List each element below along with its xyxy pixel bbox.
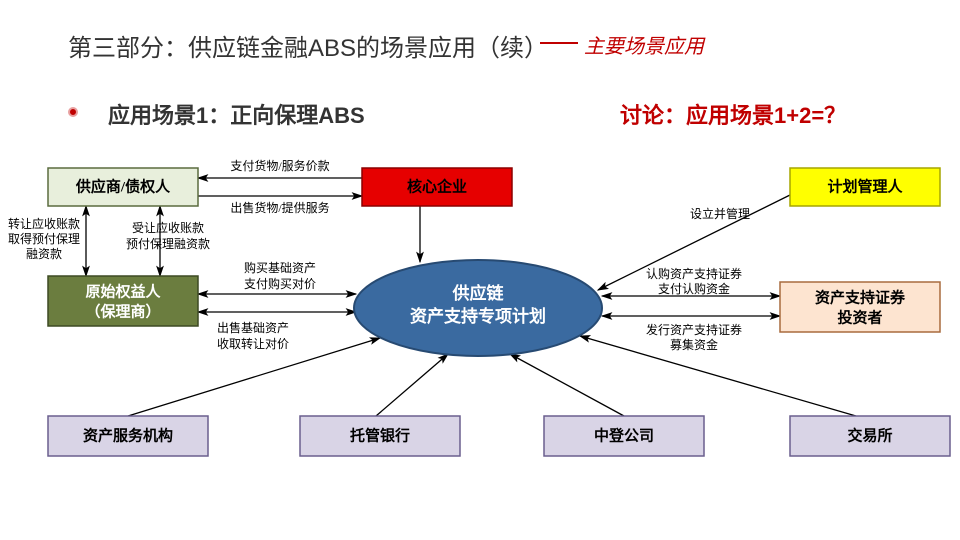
annotation: 购买基础资产 (244, 260, 316, 275)
edge-label: 设立并管理 (690, 206, 750, 221)
annotation: 融资款 (26, 247, 62, 261)
node-label: 托管银行 (350, 426, 410, 444)
annotation: 支付购买对价 (244, 276, 316, 291)
svg-text:供应链: 供应链 (452, 283, 505, 303)
svg-text:资产支持证券: 资产支持证券 (815, 288, 906, 306)
flow-diagram: 支付货物/服务价款出售货物/提供服务 设立并管理供应链资产支持专项计划 供应商/债权… (0, 0, 960, 540)
svg-text:资产支持专项计划: 资产支持专项计划 (410, 306, 546, 326)
flow-edge (376, 354, 448, 416)
edge-label: 出售货物/提供服务 (230, 200, 329, 215)
node-label: 计划管理人 (827, 177, 903, 195)
edge-label: 支付货物/服务价款 (230, 158, 329, 173)
svg-text:（保理商）: （保理商） (85, 302, 160, 320)
flow-edge (510, 354, 624, 416)
node-label: 资产服务机构 (83, 426, 173, 444)
node-label: 交易所 (847, 426, 892, 444)
annotation: 取得预付保理 (8, 231, 80, 246)
annotation: 预付保理融资款 (126, 237, 210, 251)
svg-text:投资者: 投资者 (837, 308, 882, 326)
annotation: 转让应收账款 (8, 216, 80, 231)
annotation: 支付认购资金 (658, 281, 730, 296)
annotation: 出售基础资产 (217, 320, 289, 335)
annotation: 认购资产支持证券 (646, 266, 742, 281)
annotation: 募集资金 (670, 337, 718, 352)
node-label: 供应商/债权人 (75, 177, 171, 195)
annotation: 收取转让对价 (217, 336, 289, 351)
node-label: 中登公司 (594, 426, 654, 444)
annotation: 受让应收账款 (132, 220, 204, 235)
svg-text:原始权益人: 原始权益人 (85, 282, 161, 300)
annotation: 发行资产支持证券 (646, 322, 742, 337)
node-label: 核心企业 (407, 177, 467, 195)
